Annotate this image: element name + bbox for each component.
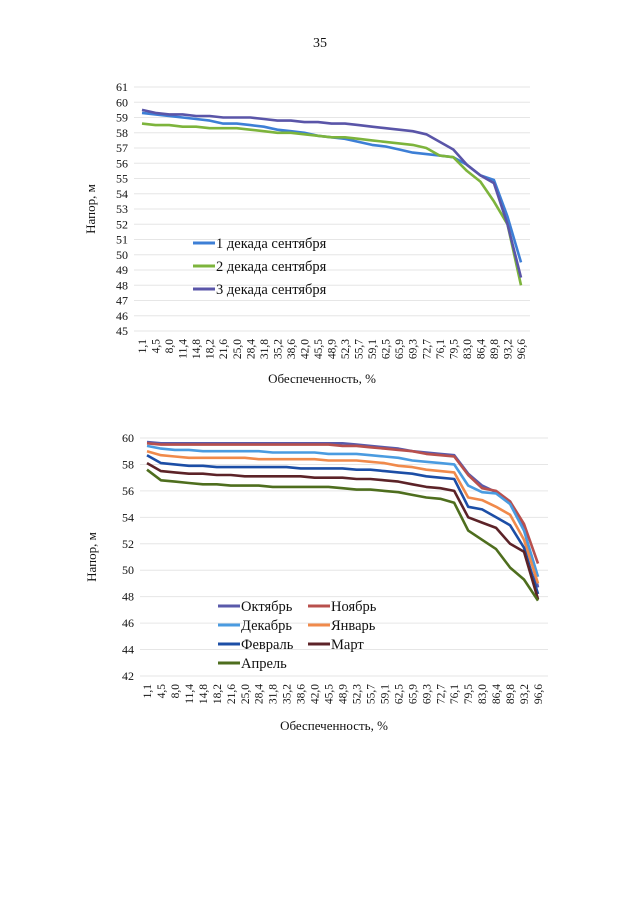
x-tick-label: 35,2 — [272, 339, 284, 359]
y-tick-label: 60 — [116, 95, 128, 109]
x-tick-label: 96,6 — [516, 339, 528, 359]
x-tick-label: 52,3 — [340, 339, 352, 359]
x-tick-label: 38,6 — [286, 339, 298, 359]
y-tick-label: 61 — [116, 80, 128, 94]
x-tick-label: 59,1 — [367, 339, 379, 359]
x-axis-title: Обеспеченность, % — [268, 371, 376, 386]
x-tick-label: 69,3 — [408, 339, 420, 359]
series-line-2 — [141, 122, 523, 286]
y-tick-label: 45 — [116, 324, 128, 338]
x-tick-label: 1,1 — [137, 339, 149, 354]
x-tick-label: 45,5 — [313, 339, 325, 359]
x-tick-label: 14,8 — [191, 339, 203, 359]
y-tick-label: 52 — [116, 217, 128, 231]
x-tick-label: 83,0 — [462, 339, 474, 359]
x-tick-label: 55,7 — [354, 339, 366, 359]
x-tick-label: 86,4 — [475, 339, 487, 359]
x-tick-label: 42,0 — [299, 339, 311, 359]
x-tick-label: 65,9 — [394, 339, 406, 359]
y-tick-label: 57 — [116, 141, 128, 155]
x-tick-label: 48,9 — [327, 339, 339, 359]
y-tick-label: 49 — [116, 263, 128, 277]
x-tick-label: 18,2 — [205, 339, 217, 359]
page-number: 35 — [313, 36, 327, 51]
x-tick-label: 79,5 — [448, 339, 460, 359]
y-tick-label: 47 — [116, 294, 128, 308]
x-tick-label: 4,5 — [151, 339, 163, 354]
x-tick-label: 8,0 — [164, 339, 176, 354]
x-tick-label: 21,6 — [218, 339, 230, 359]
x-tick-label: 28,4 — [245, 339, 257, 359]
x-tick-label: 25,0 — [232, 339, 244, 359]
y-tick-label: 59 — [116, 111, 128, 125]
y-tick-label: 51 — [116, 233, 128, 247]
y-tick-label: 50 — [116, 248, 128, 262]
x-tick-label: 76,1 — [435, 339, 447, 359]
legend-label-2: 2 декада сентября — [216, 259, 327, 275]
y-tick-label: 56 — [116, 156, 128, 170]
y-tick-label: 54 — [116, 187, 128, 201]
x-tick-label: 72,7 — [421, 339, 433, 359]
x-tick-label: 93,2 — [502, 339, 514, 359]
y-axis-title: Напор, м — [83, 184, 98, 234]
x-tick-label: 62,5 — [381, 339, 393, 359]
y-tick-label: 58 — [116, 126, 128, 140]
series-line-3 — [141, 108, 523, 278]
x-tick-label: 89,8 — [489, 339, 501, 359]
x-tick-label: 11,4 — [178, 339, 190, 359]
y-tick-label: 46 — [116, 309, 128, 323]
y-tick-label: 48 — [116, 278, 128, 292]
legend-label-3: 3 декада сентября — [216, 282, 327, 298]
legend-label-1: 1 декада сентября — [216, 236, 327, 252]
y-tick-label: 55 — [116, 172, 128, 186]
x-tick-label: 31,8 — [259, 339, 271, 359]
y-tick-label: 53 — [116, 202, 128, 216]
